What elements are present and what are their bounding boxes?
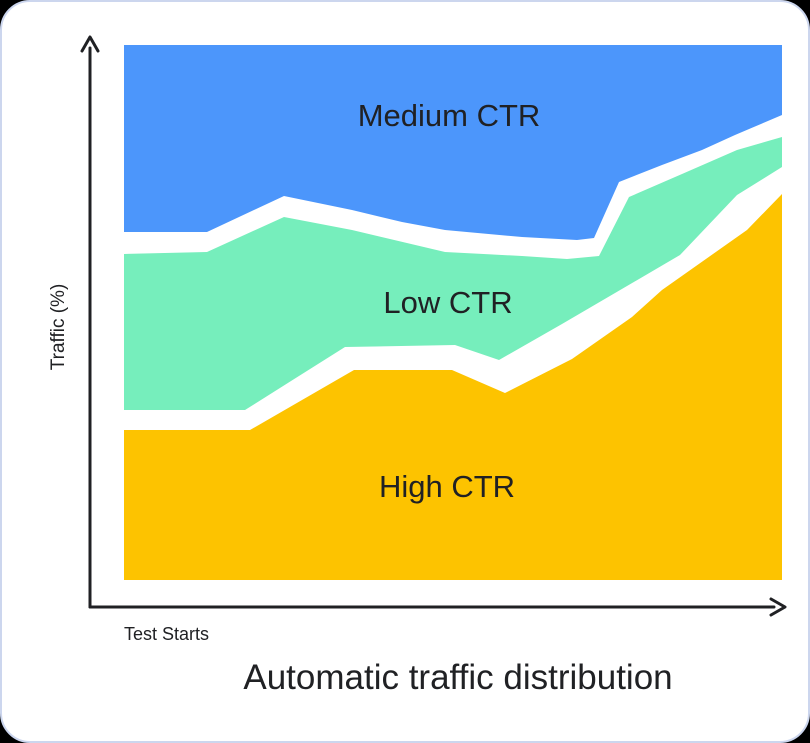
y-axis-arrow-icon (80, 35, 100, 53)
x-axis-arrow-icon (769, 597, 787, 617)
x-axis-start-label: Test Starts (124, 624, 210, 644)
low-ctr-label: Low CTR (383, 285, 513, 320)
y-axis-label: Traffic (%) (48, 283, 69, 371)
chart-title: Automatic traffic distribution (243, 658, 673, 697)
low-ctr-area (124, 137, 782, 410)
medium-ctr-area (124, 45, 782, 240)
high-ctr-area (124, 194, 782, 580)
medium-ctr-label: Medium CTR (357, 98, 541, 133)
high-ctr-label: High CTR (378, 469, 516, 504)
